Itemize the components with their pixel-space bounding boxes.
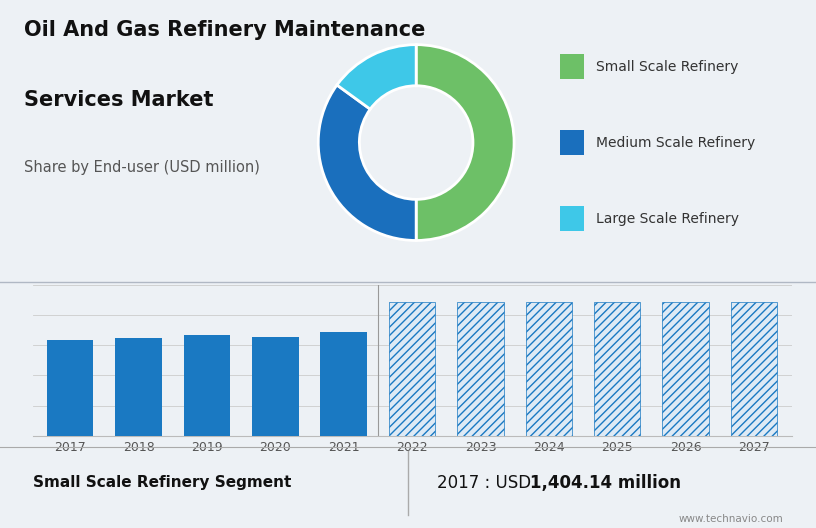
Text: Small Scale Refinery: Small Scale Refinery: [596, 60, 738, 73]
Text: Share by End-user (USD million): Share by End-user (USD million): [24, 159, 260, 175]
Wedge shape: [318, 85, 416, 240]
Text: Medium Scale Refinery: Medium Scale Refinery: [596, 136, 756, 149]
Text: 1,404.14 million: 1,404.14 million: [530, 474, 681, 492]
Bar: [389, 302, 435, 436]
Text: www.technavio.com: www.technavio.com: [679, 514, 783, 524]
Text: 2017 : USD: 2017 : USD: [437, 474, 536, 492]
Bar: [560, 130, 584, 155]
Bar: [252, 337, 299, 436]
Bar: [115, 338, 162, 436]
Bar: [560, 206, 584, 231]
Text: Small Scale Refinery Segment: Small Scale Refinery Segment: [33, 475, 291, 490]
Bar: [663, 302, 709, 436]
Bar: [184, 335, 230, 436]
Bar: [47, 340, 94, 436]
Text: Oil And Gas Refinery Maintenance: Oil And Gas Refinery Maintenance: [24, 20, 426, 40]
Bar: [526, 302, 572, 436]
Bar: [730, 302, 777, 436]
Wedge shape: [337, 45, 416, 109]
Bar: [457, 302, 503, 436]
Bar: [321, 332, 367, 436]
Bar: [594, 302, 641, 436]
Text: Services Market: Services Market: [24, 90, 214, 109]
Bar: [560, 54, 584, 79]
Wedge shape: [416, 45, 514, 240]
Text: Large Scale Refinery: Large Scale Refinery: [596, 212, 739, 225]
